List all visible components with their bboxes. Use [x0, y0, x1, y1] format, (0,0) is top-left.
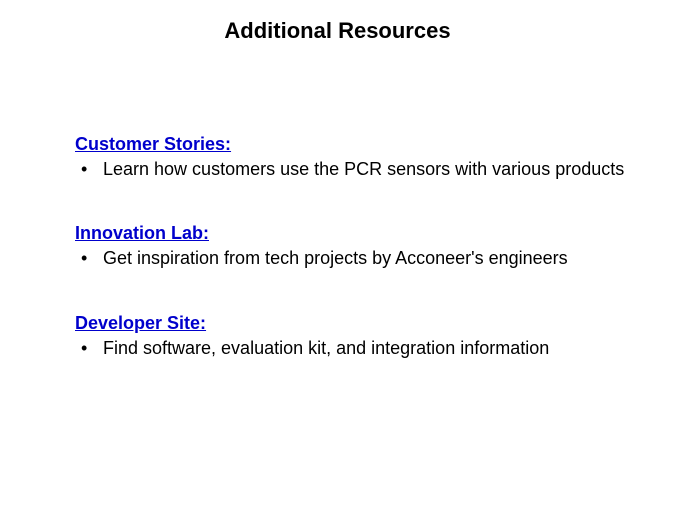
bullet-item: Find software, evaluation kit, and integ… [75, 336, 625, 360]
content-area: Customer Stories: Learn how customers us… [0, 134, 675, 360]
bullet-item: Get inspiration from tech projects by Ac… [75, 246, 625, 270]
link-customer-stories[interactable]: Customer Stories: [75, 134, 231, 155]
bullet-list: Find software, evaluation kit, and integ… [75, 336, 625, 360]
bullet-list: Get inspiration from tech projects by Ac… [75, 246, 625, 270]
slide-container: Additional Resources Customer Stories: L… [0, 0, 675, 506]
link-innovation-lab[interactable]: Innovation Lab: [75, 223, 209, 244]
bullet-item: Learn how customers use the PCR sensors … [75, 157, 625, 181]
section-innovation-lab: Innovation Lab: Get inspiration from tec… [75, 223, 625, 270]
link-developer-site[interactable]: Developer Site: [75, 313, 206, 334]
section-developer-site: Developer Site: Find software, evaluatio… [75, 313, 625, 360]
bullet-list: Learn how customers use the PCR sensors … [75, 157, 625, 181]
section-customer-stories: Customer Stories: Learn how customers us… [75, 134, 625, 181]
page-title: Additional Resources [0, 18, 675, 44]
